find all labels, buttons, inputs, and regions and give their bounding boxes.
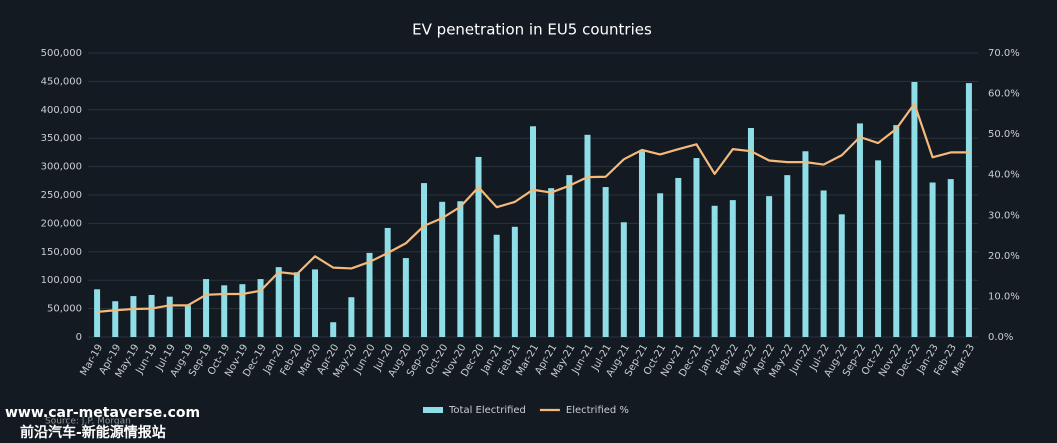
y-tick-label: 400,000 bbox=[41, 105, 82, 116]
bar bbox=[693, 158, 700, 337]
y-tick-label: 350,000 bbox=[41, 133, 82, 144]
y-tick-label: 250,000 bbox=[41, 190, 82, 201]
bar bbox=[657, 193, 664, 337]
bar bbox=[94, 289, 101, 337]
bar bbox=[421, 183, 428, 337]
legend-label: Electrified % bbox=[566, 405, 629, 416]
bar bbox=[439, 201, 446, 337]
bar bbox=[620, 222, 627, 337]
bar bbox=[366, 252, 373, 337]
y2-tick-label: 50.0% bbox=[988, 129, 1020, 140]
line bbox=[96, 102, 969, 313]
y-tick-label: 0 bbox=[76, 332, 82, 343]
y2-tick-label: 20.0% bbox=[988, 251, 1020, 262]
y2-tick-label: 0.0% bbox=[988, 332, 1013, 343]
bar bbox=[875, 160, 882, 337]
y-tick-label: 200,000 bbox=[41, 218, 82, 229]
y2-tick-label: 60.0% bbox=[988, 89, 1020, 100]
bar bbox=[130, 296, 137, 337]
bar bbox=[493, 234, 500, 337]
y-tick-label: 300,000 bbox=[41, 162, 82, 173]
y-tick-label: 100,000 bbox=[41, 275, 82, 286]
bar bbox=[457, 201, 464, 337]
bar bbox=[312, 269, 319, 337]
bar bbox=[384, 227, 391, 337]
bar bbox=[330, 322, 337, 337]
bar bbox=[856, 123, 863, 337]
legend-swatch bbox=[423, 407, 443, 413]
bar bbox=[965, 83, 972, 337]
bar bbox=[711, 205, 718, 337]
bar bbox=[675, 177, 682, 337]
bar bbox=[293, 272, 300, 337]
bar bbox=[511, 226, 518, 337]
bar bbox=[184, 305, 191, 337]
bar bbox=[747, 127, 754, 337]
bar bbox=[239, 284, 246, 337]
bar bbox=[638, 151, 645, 337]
bar bbox=[838, 214, 845, 337]
bar bbox=[203, 279, 210, 337]
bar bbox=[602, 187, 609, 337]
watermark: 前沿汽车-新能源情报站 bbox=[20, 424, 166, 441]
bar bbox=[929, 182, 936, 337]
bar bbox=[893, 125, 900, 337]
bar bbox=[530, 126, 536, 337]
bar bbox=[911, 81, 918, 337]
bar bbox=[348, 297, 355, 337]
y-tick-label: 50,000 bbox=[47, 304, 82, 315]
y2-tick-label: 70.0% bbox=[988, 48, 1020, 59]
bar bbox=[221, 285, 228, 337]
bar bbox=[475, 156, 482, 337]
bar bbox=[566, 175, 573, 337]
bar bbox=[729, 200, 736, 337]
bar bbox=[584, 134, 591, 337]
y2-tick-label: 30.0% bbox=[988, 210, 1020, 221]
y-tick-label: 500,000 bbox=[41, 48, 82, 59]
bar bbox=[802, 151, 809, 337]
bar bbox=[148, 294, 155, 337]
bar bbox=[257, 279, 264, 337]
watermark: www.car-metaverse.com bbox=[5, 405, 200, 421]
y-tick-label: 450,000 bbox=[41, 76, 82, 87]
bar bbox=[275, 267, 282, 337]
y2-tick-label: 40.0% bbox=[988, 170, 1020, 181]
bar bbox=[784, 175, 791, 337]
bar bbox=[820, 190, 827, 337]
bar bbox=[548, 188, 555, 337]
bar bbox=[766, 196, 773, 337]
bar bbox=[112, 301, 119, 337]
bar bbox=[402, 258, 409, 337]
bar bbox=[947, 179, 954, 337]
legend-label: Total Electrified bbox=[448, 405, 526, 416]
bar bbox=[166, 296, 173, 337]
y2-tick-label: 10.0% bbox=[988, 291, 1020, 302]
source: Source: J.P. Morgan bbox=[45, 417, 131, 427]
y-tick-label: 150,000 bbox=[41, 247, 82, 258]
chart-title: EV penetration in EU5 countries bbox=[412, 21, 652, 39]
